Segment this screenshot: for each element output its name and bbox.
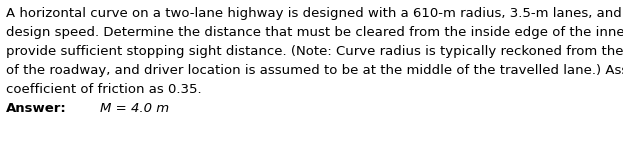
Text: design speed. Determine the distance that must be cleared from the inside edge o: design speed. Determine the distance tha…	[6, 26, 623, 39]
Text: A horizontal curve on a two-lane highway is designed with a 610-m radius, 3.5-m : A horizontal curve on a two-lane highway…	[6, 7, 623, 20]
Text: M = 4.0 m: M = 4.0 m	[100, 102, 169, 115]
Text: of the roadway, and driver location is assumed to be at the middle of the travel: of the roadway, and driver location is a…	[6, 64, 623, 77]
Text: Answer:: Answer:	[6, 102, 67, 115]
Text: coefficient of friction as 0.35.: coefficient of friction as 0.35.	[6, 83, 202, 96]
Text: provide sufficient stopping sight distance. (Note: Curve radius is typically rec: provide sufficient stopping sight distan…	[6, 45, 623, 58]
